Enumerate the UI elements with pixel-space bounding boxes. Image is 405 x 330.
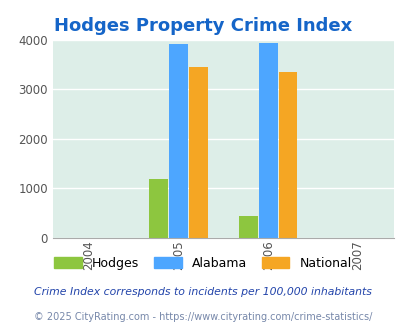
Bar [278,72,296,238]
Text: Crime Index corresponds to incidents per 100,000 inhabitants: Crime Index corresponds to incidents per… [34,287,371,297]
Text: © 2025 CityRating.com - https://www.cityrating.com/crime-statistics/: © 2025 CityRating.com - https://www.city… [34,312,371,322]
Bar [188,67,207,238]
Bar [258,43,277,238]
Bar [168,44,188,238]
Text: Hodges Property Crime Index: Hodges Property Crime Index [54,17,351,35]
Bar [149,179,168,238]
Legend: Hodges, Alabama, National: Hodges, Alabama, National [49,252,356,275]
Bar [239,216,257,238]
